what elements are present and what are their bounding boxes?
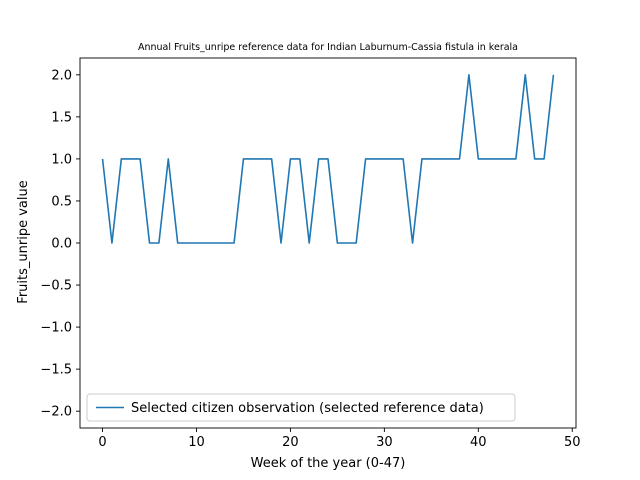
y-tick-label: 0.5 (51, 194, 72, 209)
x-tick-label: 10 (188, 435, 205, 450)
x-tick-label: 40 (470, 435, 487, 450)
legend-entry-label: Selected citizen observation (selected r… (131, 401, 484, 416)
y-axis-label: Fruits_unripe value (16, 180, 31, 303)
x-tick-label: 50 (564, 435, 581, 450)
chart-title: Annual Fruits_unripe reference data for … (138, 42, 518, 53)
x-tick-label: 20 (282, 435, 299, 450)
y-axis-ticks: −2.0 −1.5 −1.0 −0.5 0.0 0.5 1.0 1.5 2.0 (40, 68, 80, 420)
legend-box (86, 393, 516, 422)
series-line-0 (101, 74, 555, 244)
x-tick-label: 30 (376, 435, 393, 450)
legend: Selected citizen observation (selected r… (86, 393, 516, 422)
y-tick-label: 1.5 (51, 110, 72, 125)
y-tick-label: −2.0 (40, 405, 72, 420)
y-tick-label: 2.0 (51, 68, 72, 83)
y-tick-label: 0.0 (51, 237, 72, 252)
y-tick-label: 1.0 (51, 152, 72, 167)
x-tick-label: 0 (98, 435, 106, 450)
y-tick-label: −1.5 (40, 363, 72, 378)
x-axis-label: Week of the year (0-47) (251, 456, 406, 471)
y-tick-label: −1.0 (40, 321, 72, 336)
y-tick-label: −0.5 (40, 279, 72, 294)
x-axis-ticks: 0 10 20 30 40 50 (98, 428, 581, 450)
